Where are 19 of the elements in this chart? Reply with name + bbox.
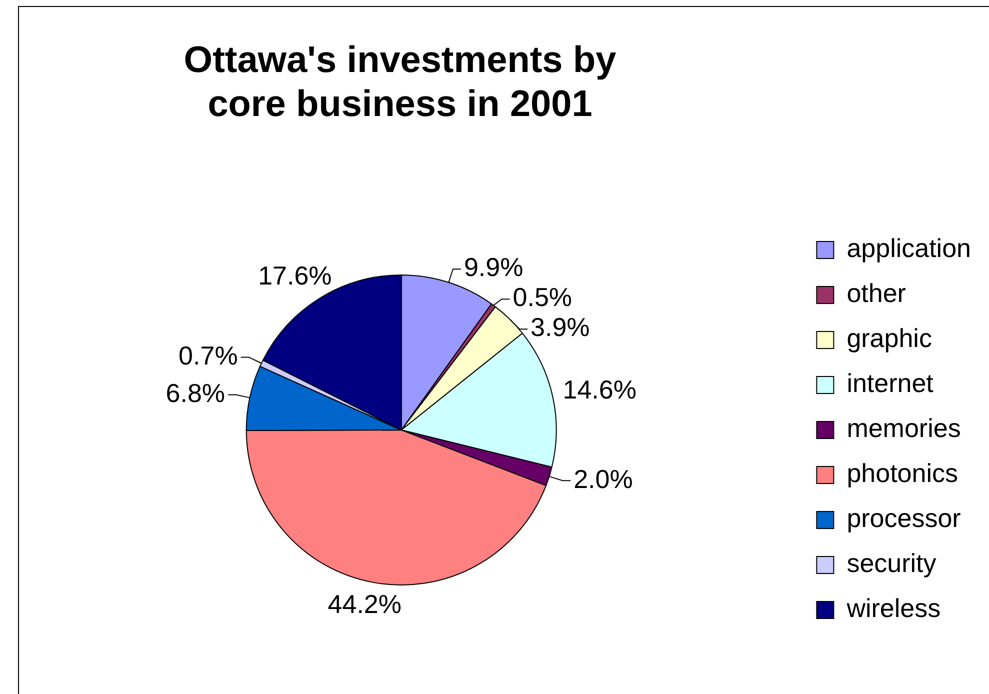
- legend-label: application: [846, 233, 971, 264]
- legend-label: photonics: [846, 458, 958, 488]
- legend-label: processor: [846, 503, 962, 534]
- legend-label: memories: [846, 413, 961, 444]
- data-label: 9.9%: [464, 252, 524, 282]
- data-label: 0.7%: [178, 340, 238, 370]
- legend-label: internet: [846, 368, 934, 398]
- data-label: 3.9%: [530, 312, 590, 342]
- data-label: 44.2%: [328, 589, 402, 620]
- legend-label: wireless: [846, 593, 941, 624]
- chart-title: Ottawa's investments by core business in 2001: [182, 38, 618, 126]
- data-label: 17.6%: [258, 260, 332, 291]
- data-label: 6.8%: [166, 378, 226, 408]
- legend-label: other: [846, 278, 906, 308]
- legend-label: security: [846, 548, 936, 578]
- data-label: 14.6%: [562, 374, 636, 405]
- data-label: 2.0%: [574, 464, 633, 494]
- legend-label: graphic: [846, 323, 932, 354]
- data-label: 0.5%: [512, 282, 572, 312]
